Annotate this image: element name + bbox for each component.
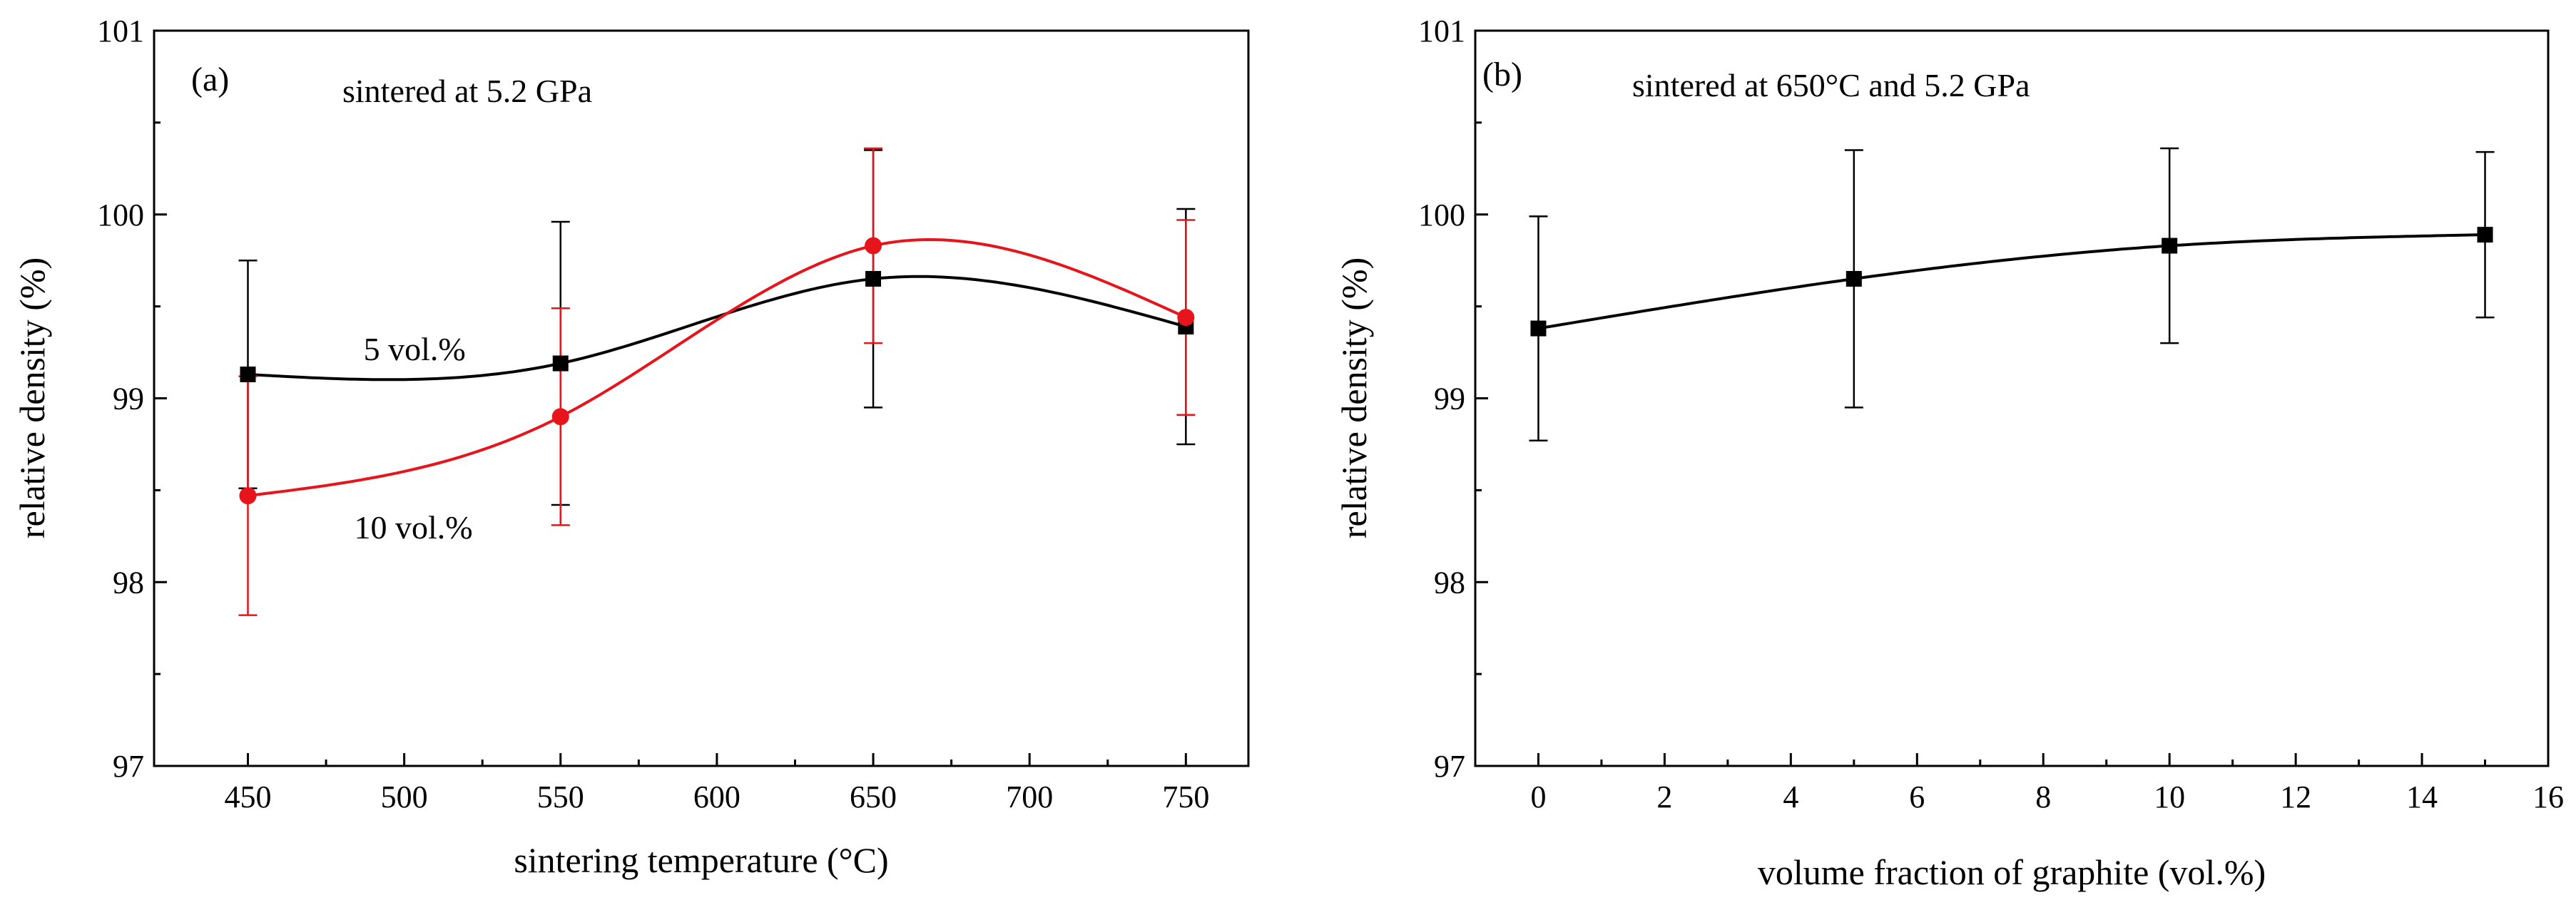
x-tick-label: 2 (1656, 779, 1672, 814)
ticks-a: 450 500 550 600 650 700 750 97 98 99 100 101 (97, 14, 1209, 814)
series-label-10-vol: 10 vol.% (355, 509, 473, 546)
plot-frame-a (153, 29, 1250, 767)
y-tick-label: 97 (113, 749, 144, 784)
x-tick-label: 4 (1783, 779, 1798, 814)
point-5-vol (240, 366, 256, 382)
x-tick-label: 600 (693, 779, 740, 814)
point-series (2477, 227, 2493, 243)
x-axis-title-b: volume fraction of graphite (vol.%) (1758, 852, 2266, 892)
point-10-vol (551, 408, 569, 426)
chart-panel-a: 450 500 550 600 650 700 750 97 98 99 100 101 5 vol.… (12, 14, 1250, 880)
panel-label-b: (b) (1482, 56, 1522, 93)
chart-title-a: sintered at 5.2 GPa (342, 73, 592, 109)
y-tick-label: 100 (97, 198, 144, 232)
x-tick-label: 12 (2280, 779, 2311, 814)
x-tick-label: 450 (224, 779, 271, 814)
y-tick-label: 98 (113, 565, 144, 600)
plot-frame-b (1474, 29, 2550, 767)
point-10-vol (865, 237, 882, 255)
x-tick-label: 650 (850, 779, 897, 814)
markers-a (239, 237, 1195, 505)
y-tick-label: 99 (113, 382, 144, 416)
series-line-5-vol (248, 275, 1186, 382)
y-tick-label: 99 (1434, 382, 1465, 416)
x-tick-label: 14 (2406, 779, 2438, 814)
point-series (1846, 270, 1862, 287)
point-series (1530, 320, 1547, 337)
point-5-vol (552, 355, 569, 372)
y-tick-label: 97 (1434, 749, 1465, 784)
markers-b (1530, 227, 2493, 337)
labels-a: 5 vol.% 10 vol.% (355, 331, 473, 546)
chart-title-b: sintered at 650°C and 5.2 GPa (1632, 67, 2030, 103)
point-series (2162, 237, 2178, 254)
y-tick-label: 101 (1418, 14, 1465, 48)
y-axis-title-a: relative density (%) (12, 257, 52, 538)
y-tick-label: 98 (1434, 565, 1465, 600)
ticks-b: 0 2 4 6 8 10 12 14 16 97 98 99 100 101 (1418, 14, 2564, 814)
point-5-vol (865, 270, 882, 287)
series-line-series (1538, 233, 2485, 330)
x-tick-label: 10 (2154, 779, 2185, 814)
y-tick-label: 101 (97, 14, 144, 48)
x-tick-label: 500 (381, 779, 428, 814)
y-tick-label: 100 (1418, 198, 1465, 232)
x-tick-label: 750 (1162, 779, 1209, 814)
point-10-vol (1177, 309, 1195, 327)
x-tick-label: 8 (2035, 779, 2051, 814)
curves-b (1538, 233, 2485, 330)
panel-label-a: (a) (191, 61, 229, 98)
error-bars-b (1529, 147, 2495, 442)
x-axis-title-a: sintering temperature (°C) (514, 840, 888, 880)
x-tick-label: 700 (1006, 779, 1053, 814)
x-tick-label: 550 (537, 779, 584, 814)
x-tick-label: 0 (1530, 779, 1546, 814)
x-tick-label: 6 (1909, 779, 1925, 814)
x-tick-label: 16 (2532, 779, 2564, 814)
chart-panel-b: 0 2 4 6 8 10 12 14 16 97 98 99 100 101 (b) sintered a… (1334, 14, 2564, 892)
point-10-vol (239, 487, 257, 505)
curves-a (248, 237, 1187, 498)
series-label-5-vol: 5 vol.% (364, 331, 466, 367)
series-line-10-vol (248, 237, 1187, 498)
y-axis-title-b: relative density (%) (1334, 257, 1374, 538)
